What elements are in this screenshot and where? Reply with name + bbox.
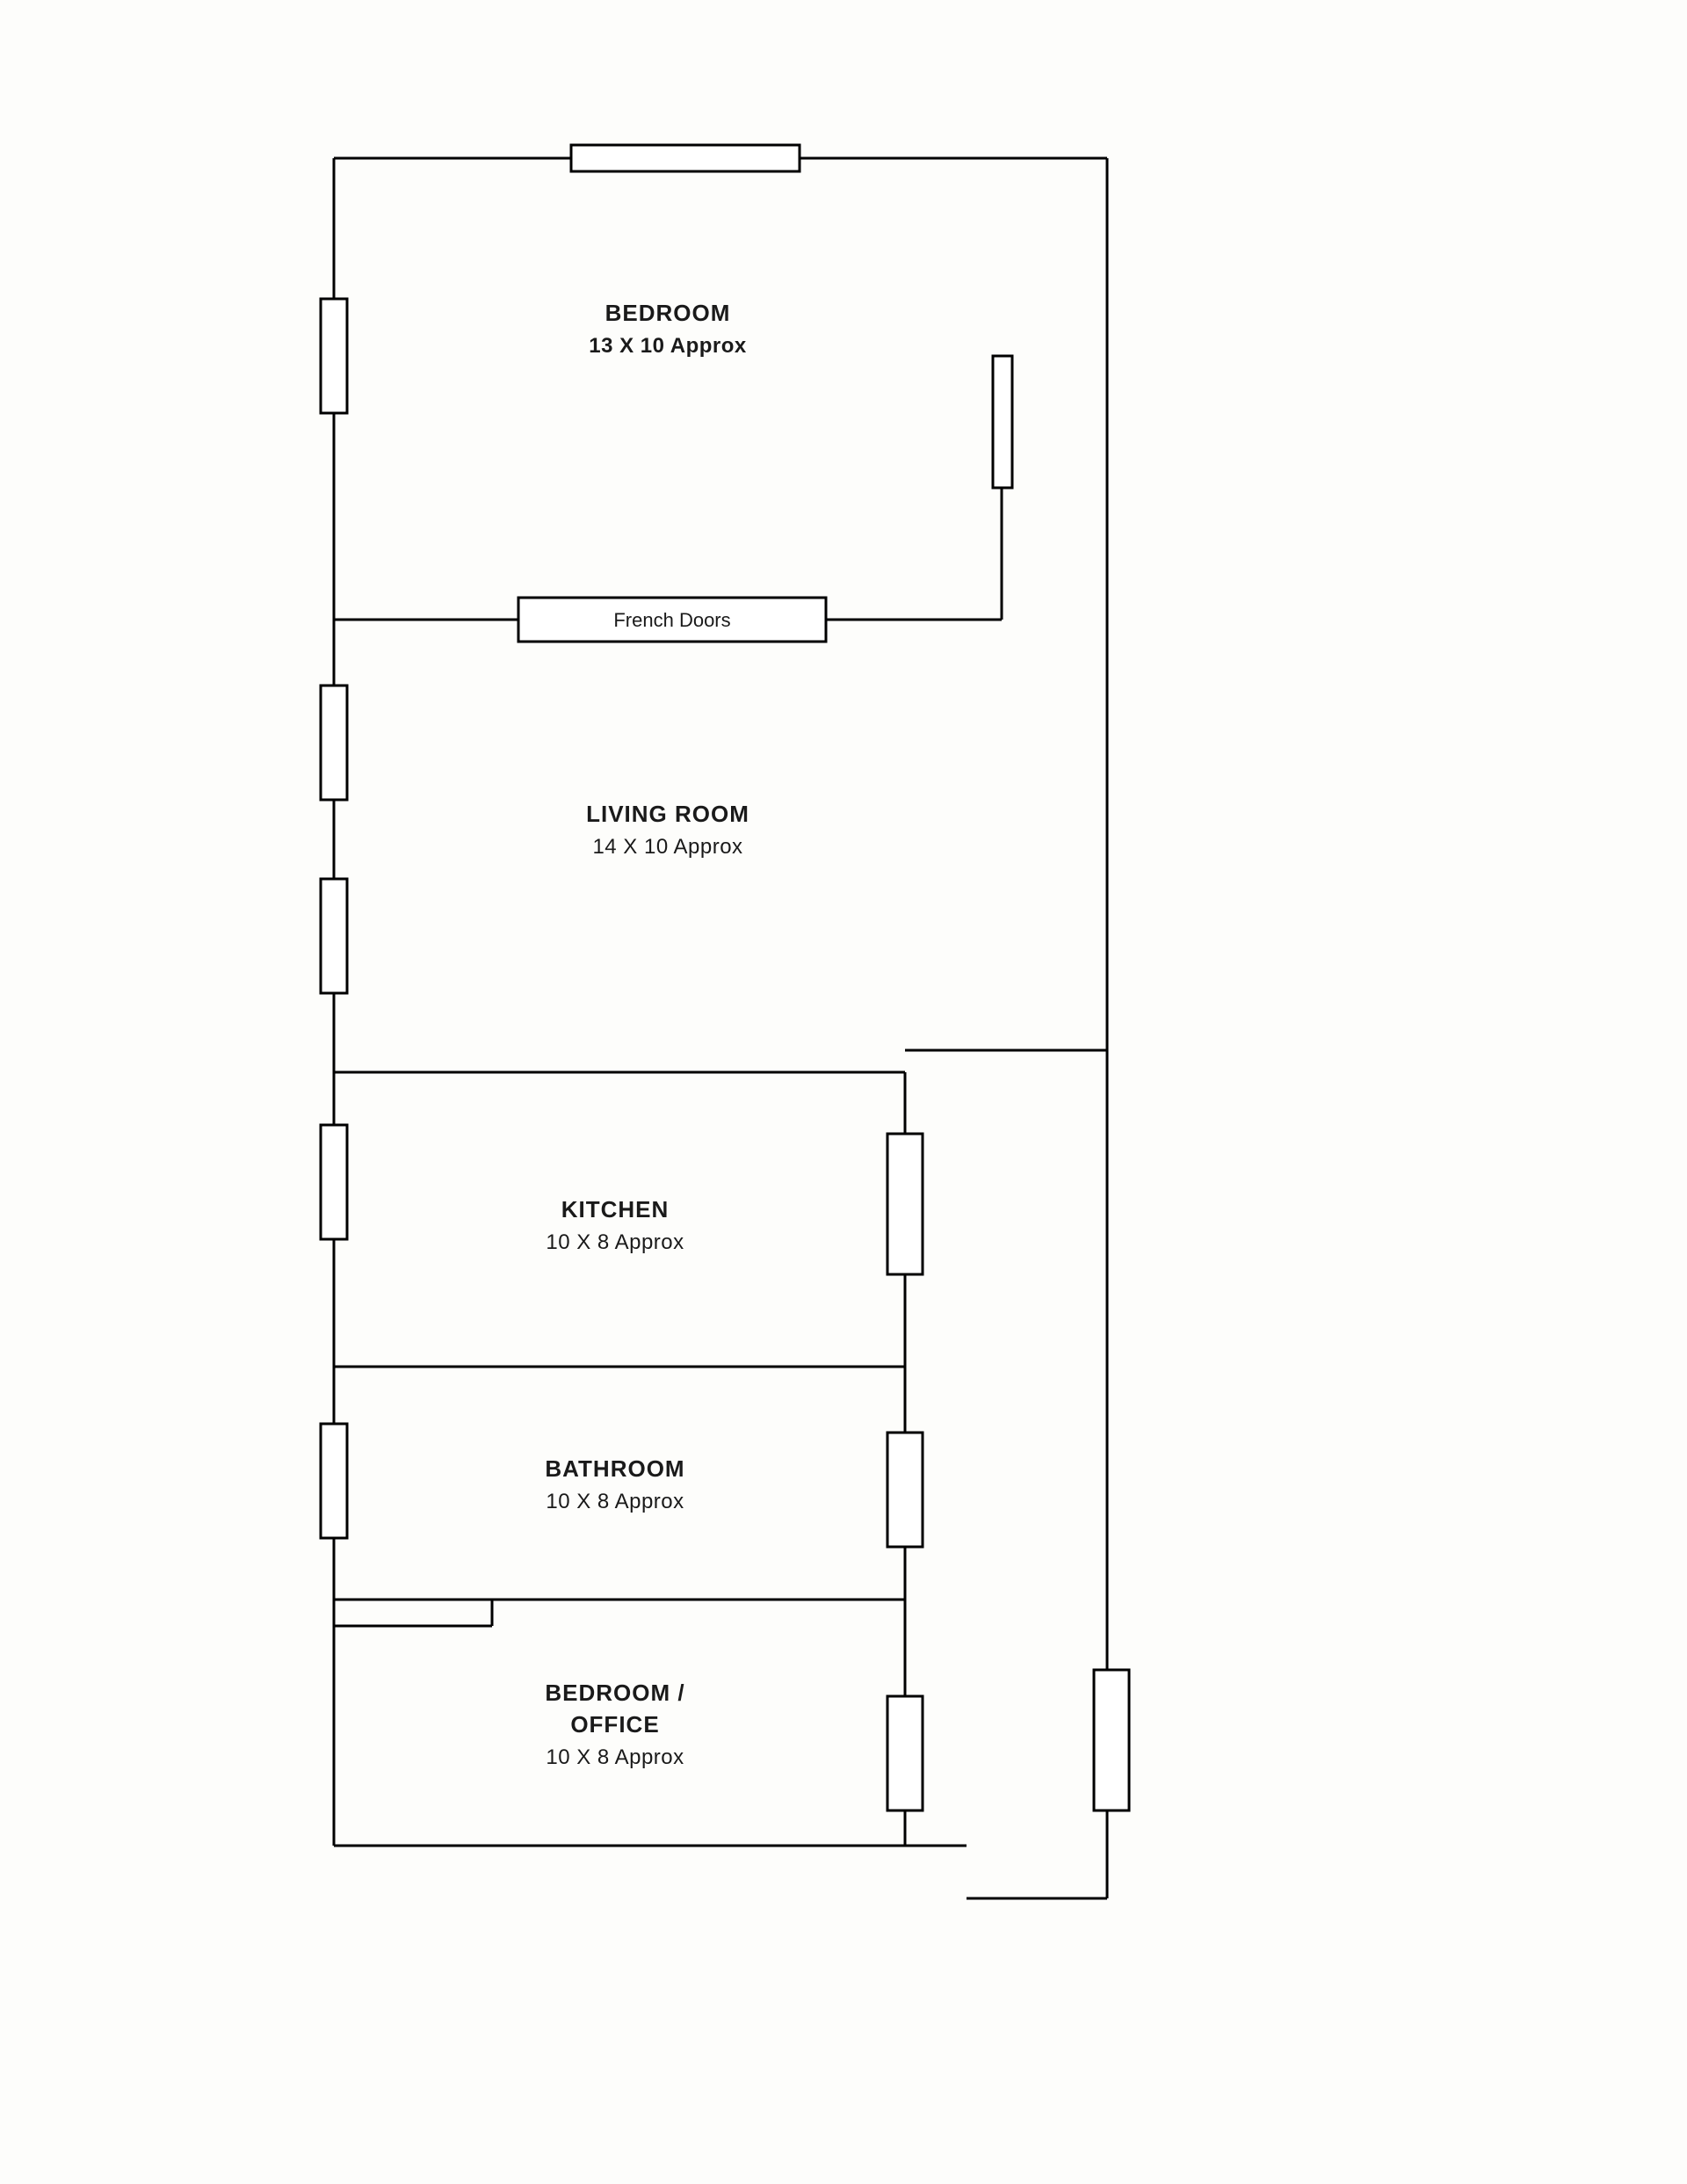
french-doors-label: French Doors [613, 609, 730, 631]
room-dim-bedroom-office: 10 X 8 Approx [546, 1745, 684, 1769]
marker-6 [887, 1134, 923, 1274]
floor-plan: French Doors BEDROOM 13 X 10 Approx LIVING … [0, 0, 1687, 2184]
room-name-kitchen: KITCHEN [561, 1196, 670, 1223]
marker-3 [321, 686, 347, 800]
room-name-bedroom: BEDROOM [605, 300, 731, 326]
marker-7 [321, 1424, 347, 1538]
marker-4 [321, 879, 347, 993]
room-name-bedroom-office-line1: BEDROOM / [545, 1680, 684, 1706]
marker-2 [993, 356, 1012, 488]
room-dim-kitchen: 10 X 8 Approx [546, 1230, 684, 1254]
room-dim-bathroom: 10 X 8 Approx [546, 1490, 684, 1513]
marker-9 [887, 1696, 923, 1810]
marker-0 [571, 145, 800, 171]
marker-1 [321, 299, 347, 413]
room-name-bedroom-office-line2: OFFICE [570, 1711, 659, 1738]
page-background [0, 0, 1687, 2184]
room-dim-bedroom: 13 X 10 Approx [589, 334, 747, 358]
room-name-living-room: LIVING ROOM [586, 801, 749, 827]
room-name-bathroom: BATHROOM [545, 1455, 684, 1482]
marker-10 [1094, 1670, 1129, 1810]
marker-8 [887, 1433, 923, 1547]
marker-5 [321, 1125, 347, 1239]
room-dim-living-room: 14 X 10 Approx [592, 835, 742, 859]
